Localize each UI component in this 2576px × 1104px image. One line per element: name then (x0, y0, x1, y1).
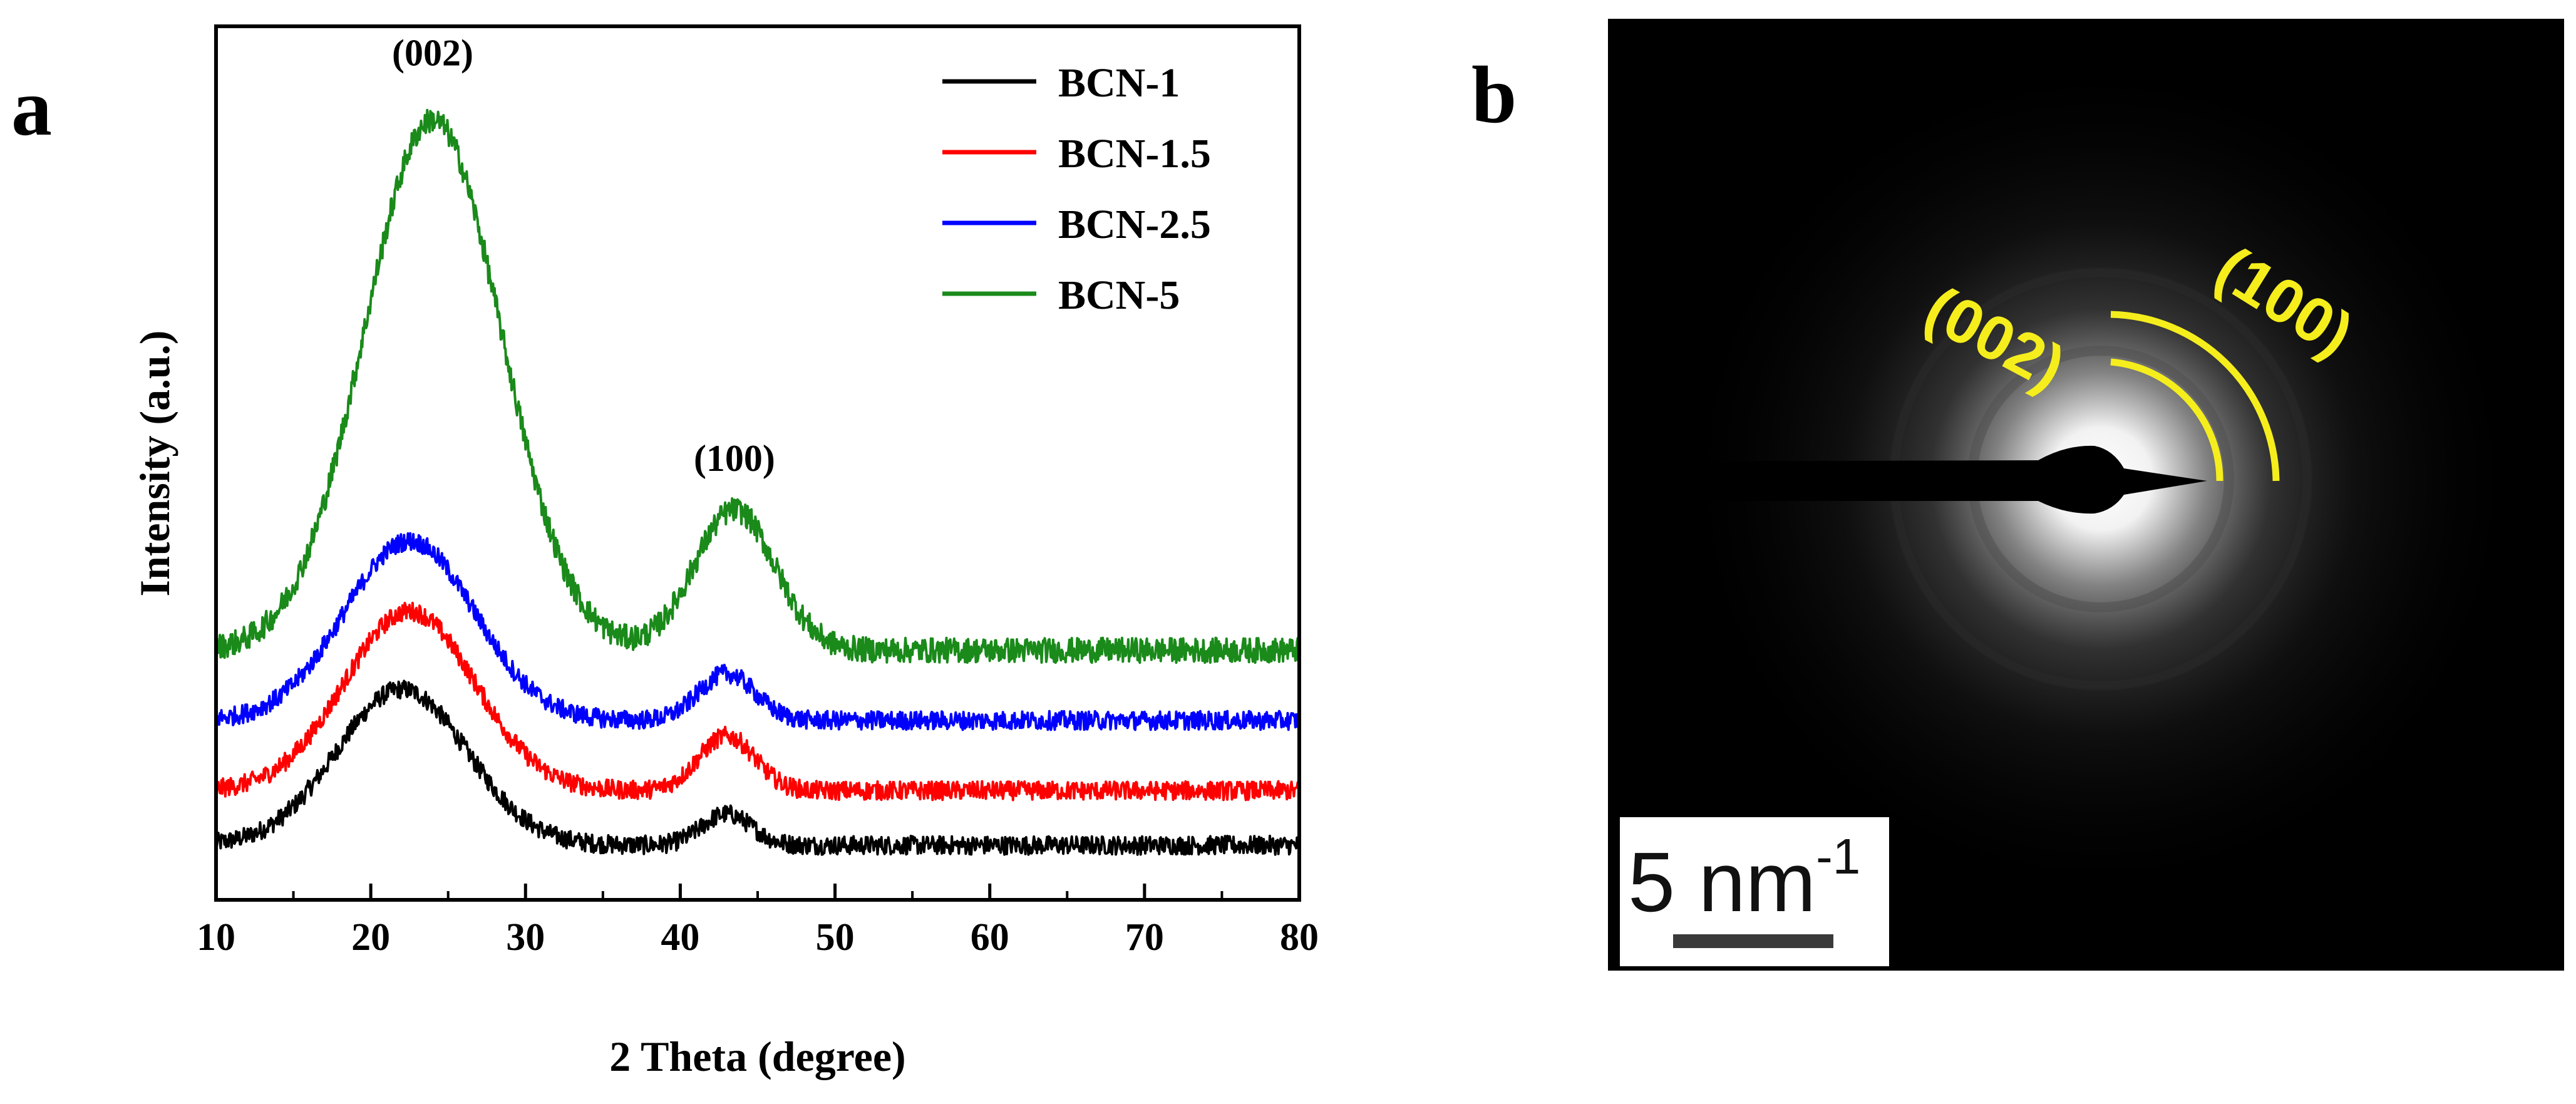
x-tick-label: 70 (1125, 916, 1164, 959)
peak-label: (002) (392, 32, 473, 73)
panel-a-xrd-chart: a (002) (100) 10 20 30 40 50 60 70 80 2 Theta (d… (11, 24, 1319, 1080)
peak-annotations: (002) (100) (392, 32, 775, 479)
x-tick-label: 50 (816, 916, 855, 959)
series-line-bcn-2-5 (215, 532, 1301, 731)
x-tick-label: 80 (1280, 916, 1319, 959)
scale-bar-exponent: -1 (1816, 828, 1860, 884)
legend-label: BCN-5 (1058, 272, 1180, 318)
legend-label: BCN-2.5 (1058, 202, 1211, 247)
legend-label: BCN-1 (1058, 60, 1180, 106)
x-tick-label: 20 (351, 916, 390, 959)
scale-bar (1673, 934, 1833, 948)
x-tick-label: 40 (661, 916, 699, 959)
legend: BCN-1 BCN-1.5 BCN-2.5 BCN-5 (942, 60, 1211, 318)
x-axis-ticks: 10 20 30 40 50 60 70 80 (197, 884, 1319, 959)
peak-label: (100) (694, 438, 775, 479)
series-line-bcn-5 (215, 108, 1301, 664)
series-line-bcn-1-5 (215, 601, 1301, 802)
plot-frame (214, 24, 1301, 902)
x-tick-label: 30 (506, 916, 545, 959)
x-axis-label: 2 Theta (degree) (609, 1033, 905, 1080)
ring-arc-002 (2110, 358, 2223, 482)
panel-b-saed-pattern: b (002) (100) 5 nm-1 (1471, 19, 2564, 971)
scale-bar-text: 5 nm-1 (1628, 828, 1860, 929)
panel-b-label: b (1471, 50, 1517, 140)
legend-label: BCN-1.5 (1058, 131, 1211, 177)
series-line-bcn-1 (215, 679, 1300, 856)
scale-bar-value: 5 nm (1628, 835, 1816, 929)
x-tick-label: 60 (971, 916, 1009, 959)
series-group (215, 108, 1301, 856)
ring-arc-100 (2110, 311, 2280, 482)
x-tick-label: 10 (197, 916, 235, 959)
y-axis-label: Intensity (a.u.) (131, 330, 178, 596)
beam-stopper (1609, 445, 2207, 514)
panel-a-label: a (11, 63, 52, 153)
